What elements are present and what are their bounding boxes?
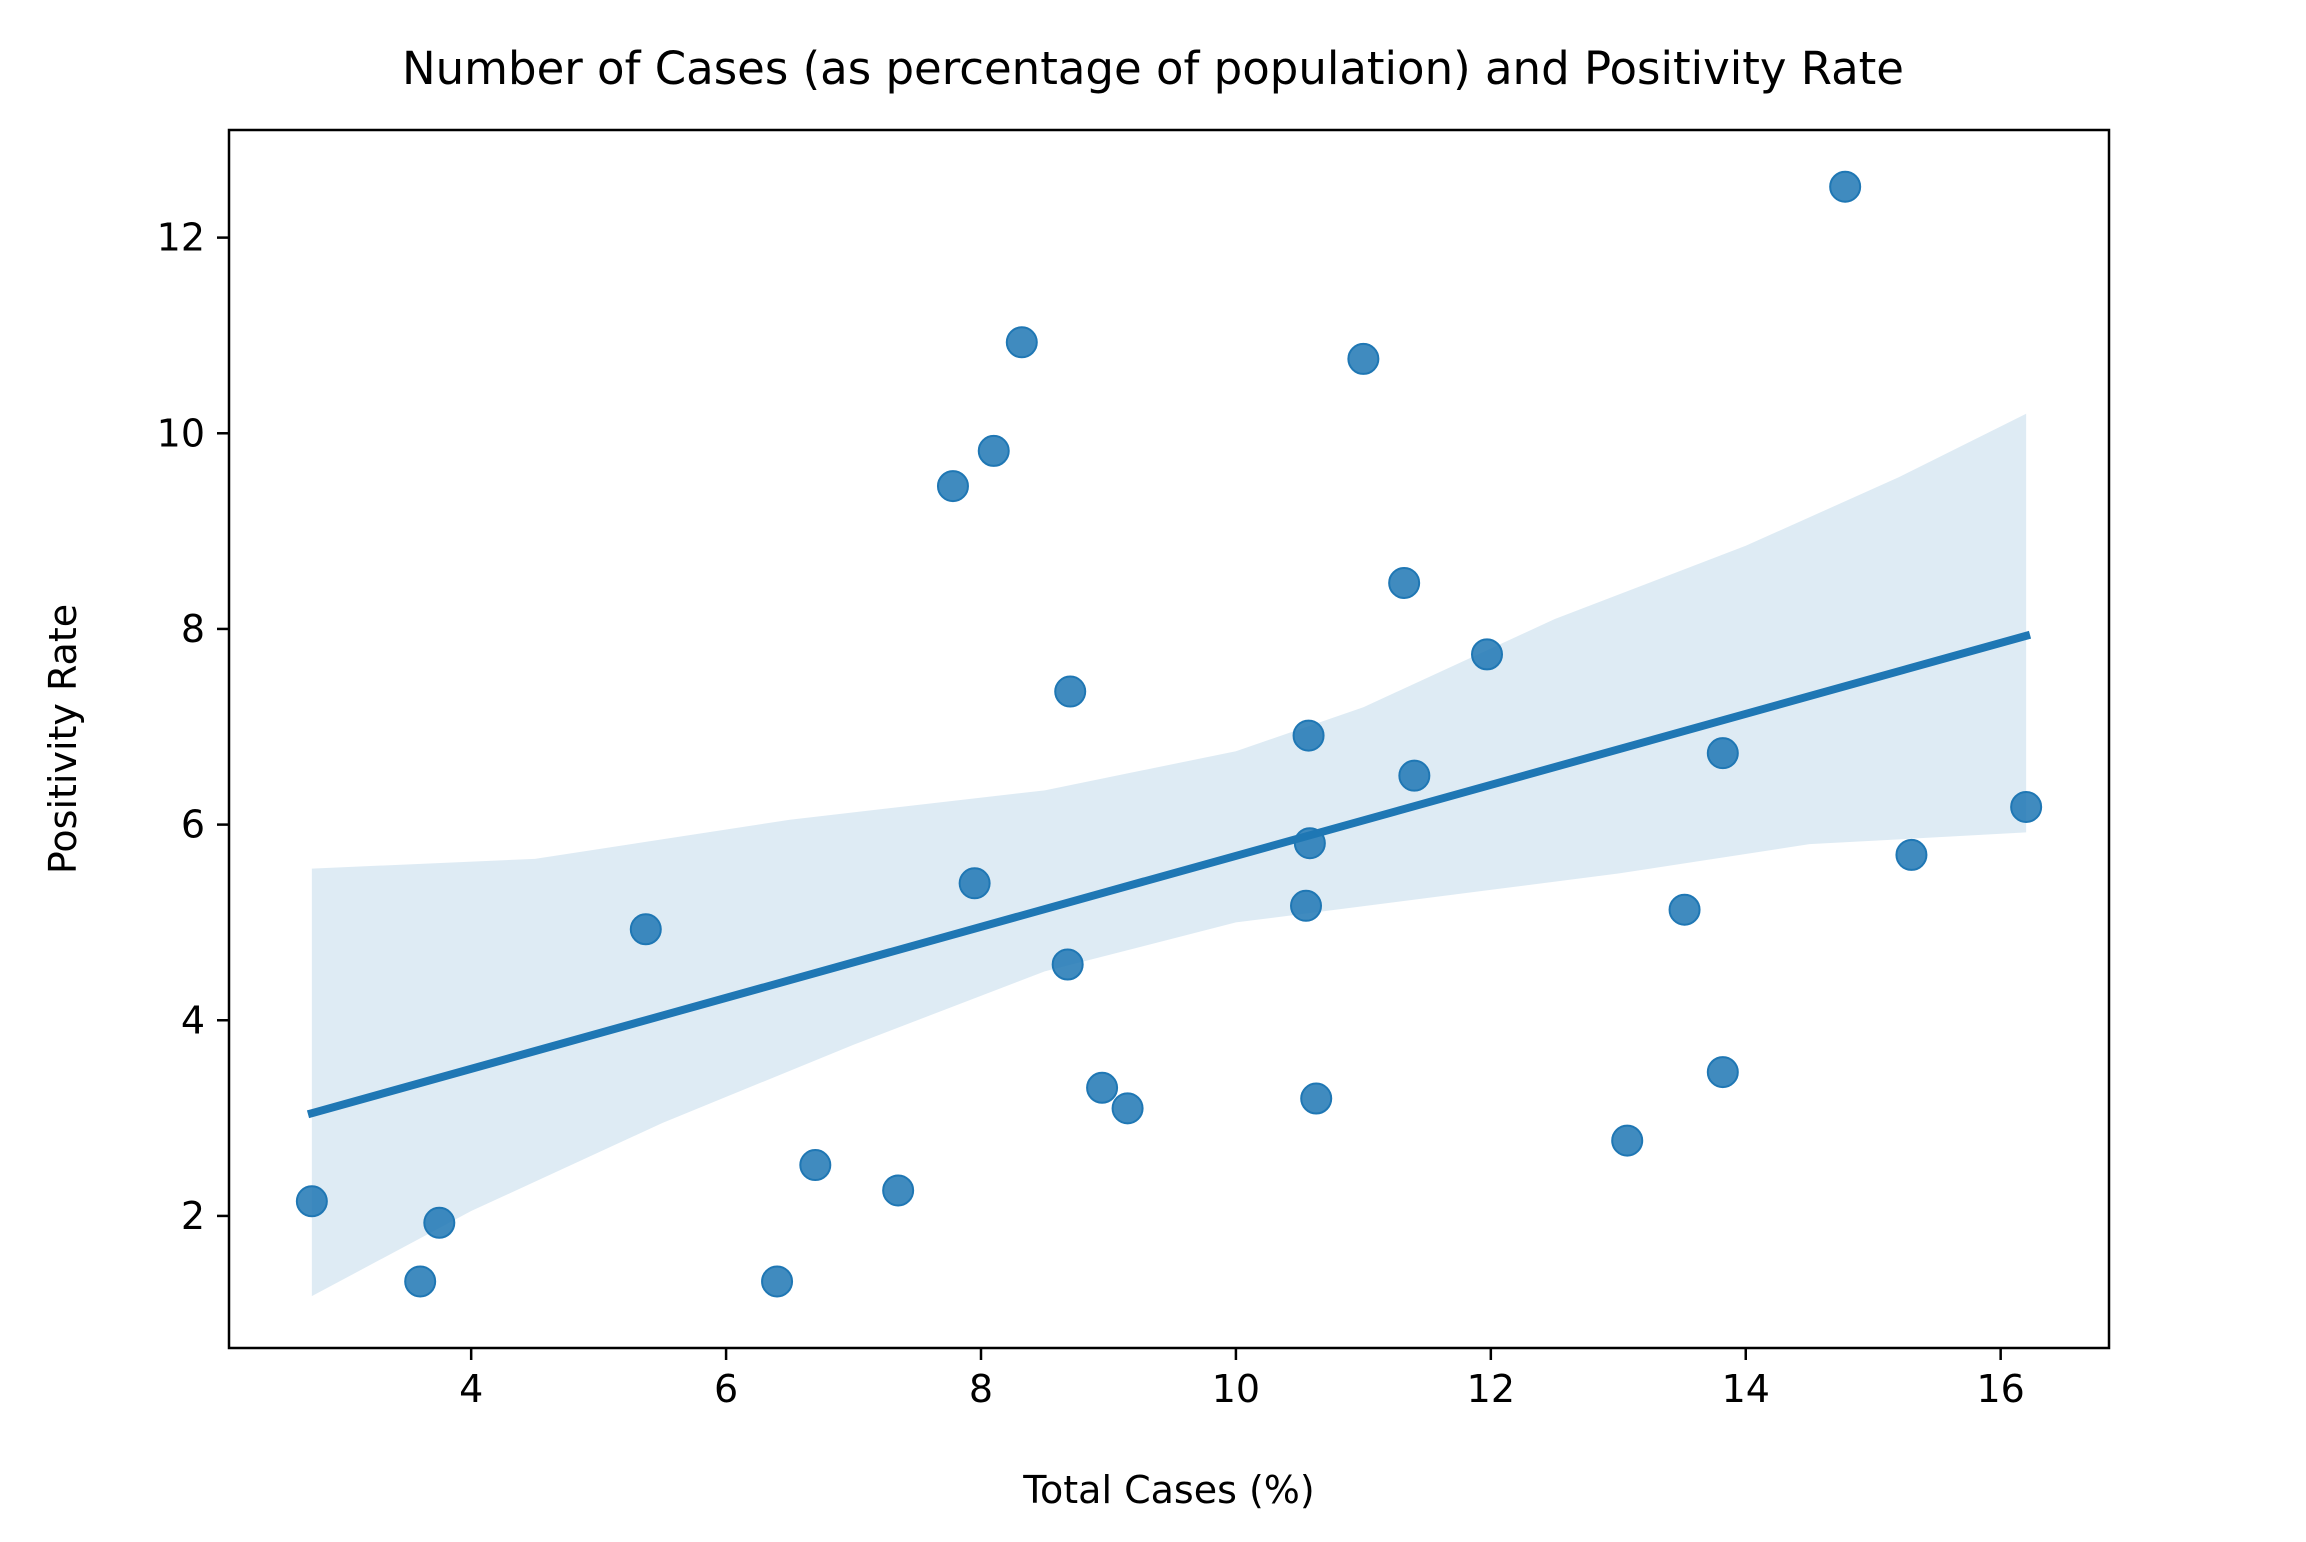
data-point bbox=[1290, 889, 1323, 922]
data-point bbox=[799, 1149, 832, 1182]
x-tick-label: 6 bbox=[714, 1367, 738, 1411]
data-point bbox=[1347, 342, 1380, 375]
data-point bbox=[1051, 948, 1084, 981]
data-point bbox=[1471, 638, 1504, 671]
data-point bbox=[2010, 790, 2043, 823]
x-tick-label: 14 bbox=[1722, 1367, 1770, 1411]
y-tick-label: 8 bbox=[181, 607, 205, 651]
data-point bbox=[1111, 1092, 1144, 1125]
data-point bbox=[404, 1265, 437, 1298]
data-point bbox=[1706, 1056, 1739, 1089]
y-tick-label: 4 bbox=[181, 998, 205, 1042]
regression-line bbox=[306, 630, 2032, 1119]
x-tick-label: 16 bbox=[1976, 1367, 2024, 1411]
y-tick-label: 12 bbox=[157, 216, 205, 260]
data-point bbox=[295, 1185, 328, 1218]
data-point bbox=[1706, 737, 1739, 770]
data-point bbox=[761, 1265, 794, 1298]
data-point bbox=[1829, 170, 1862, 203]
data-point bbox=[1398, 759, 1431, 792]
x-axis-label: Total Cases (%) bbox=[1022, 1468, 1314, 1512]
data-point bbox=[977, 434, 1010, 467]
data-point bbox=[629, 913, 662, 946]
data-point bbox=[1054, 675, 1087, 708]
confidence-band-layer bbox=[311, 413, 2027, 1297]
y-tick-label: 10 bbox=[157, 411, 205, 455]
data-point bbox=[936, 470, 969, 503]
data-point bbox=[1292, 719, 1325, 752]
confidence-band bbox=[311, 413, 2027, 1297]
regression-line-layer bbox=[306, 630, 2032, 1119]
plot-frame bbox=[227, 128, 2111, 1350]
data-point bbox=[1086, 1071, 1119, 1104]
y-axis-label: Positivity Rate bbox=[41, 604, 85, 874]
chart-title: Number of Cases (as percentage of popula… bbox=[402, 42, 1904, 95]
x-tick-label: 10 bbox=[1212, 1367, 1260, 1411]
x-tick-label: 4 bbox=[459, 1367, 483, 1411]
data-point bbox=[1611, 1124, 1644, 1157]
data-point bbox=[1005, 326, 1038, 359]
x-tick-label: 8 bbox=[969, 1367, 993, 1411]
y-axis-ticks: 2 4 6 8 10 12 bbox=[157, 216, 229, 1238]
data-point bbox=[882, 1174, 915, 1207]
data-point bbox=[423, 1206, 456, 1239]
data-point bbox=[1388, 566, 1421, 599]
y-tick-label: 6 bbox=[181, 803, 205, 847]
y-tick-label: 2 bbox=[181, 1194, 205, 1238]
data-point bbox=[1668, 893, 1701, 926]
data-point bbox=[958, 867, 991, 900]
data-point bbox=[1293, 827, 1326, 860]
x-tick-label: 12 bbox=[1467, 1367, 1515, 1411]
data-point bbox=[1895, 838, 1928, 871]
data-points-layer bbox=[295, 170, 2043, 1298]
data-point bbox=[1300, 1082, 1333, 1115]
x-axis-ticks: 4 6 8 10 12 14 16 bbox=[459, 1348, 2025, 1411]
